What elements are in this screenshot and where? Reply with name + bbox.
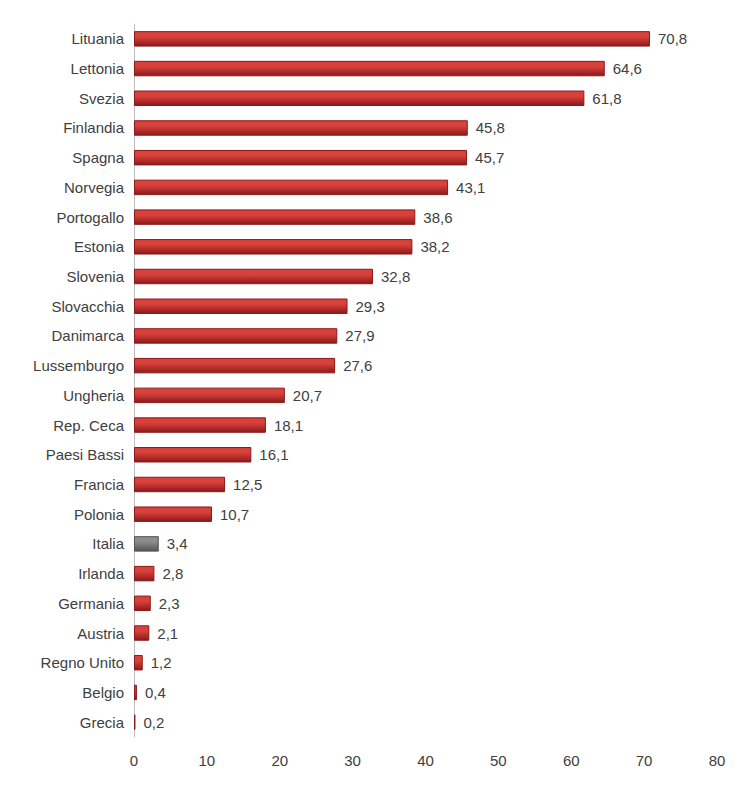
svg-text:2,1: 2,1 <box>157 625 178 642</box>
svg-text:38,2: 38,2 <box>420 238 449 255</box>
svg-text:Svezia: Svezia <box>79 90 125 107</box>
svg-text:32,8: 32,8 <box>381 268 410 285</box>
svg-text:20: 20 <box>271 752 288 769</box>
svg-text:16,1: 16,1 <box>259 446 288 463</box>
svg-text:Irlanda: Irlanda <box>78 565 125 582</box>
svg-text:Italia: Italia <box>92 535 124 552</box>
svg-text:27,9: 27,9 <box>345 327 374 344</box>
svg-text:Slovenia: Slovenia <box>66 268 124 285</box>
svg-text:Lettonia: Lettonia <box>71 60 125 77</box>
svg-text:1,2: 1,2 <box>151 654 172 671</box>
svg-text:20,7: 20,7 <box>293 387 322 404</box>
svg-text:Polonia: Polonia <box>74 506 125 523</box>
svg-text:40: 40 <box>417 752 434 769</box>
svg-text:70,8: 70,8 <box>658 30 687 47</box>
svg-text:Germania: Germania <box>58 595 125 612</box>
svg-text:10: 10 <box>199 752 216 769</box>
svg-text:Lituania: Lituania <box>71 30 124 47</box>
svg-text:60: 60 <box>563 752 580 769</box>
svg-text:Slovacchia: Slovacchia <box>51 298 124 315</box>
svg-text:50: 50 <box>490 752 507 769</box>
svg-text:12,5: 12,5 <box>233 476 262 493</box>
svg-text:45,7: 45,7 <box>475 149 504 166</box>
svg-text:Danimarca: Danimarca <box>51 327 124 344</box>
svg-text:Francia: Francia <box>74 476 125 493</box>
svg-text:Rep. Ceca: Rep. Ceca <box>53 417 125 434</box>
svg-text:Ungheria: Ungheria <box>63 387 125 404</box>
svg-text:Portogallo: Portogallo <box>56 209 124 226</box>
svg-text:61,8: 61,8 <box>592 90 621 107</box>
svg-text:Spagna: Spagna <box>72 149 124 166</box>
svg-text:0: 0 <box>130 752 138 769</box>
svg-text:0,2: 0,2 <box>143 714 164 731</box>
svg-text:64,6: 64,6 <box>613 60 642 77</box>
svg-text:43,1: 43,1 <box>456 179 485 196</box>
svg-text:10,7: 10,7 <box>220 506 249 523</box>
svg-text:38,6: 38,6 <box>423 209 452 226</box>
svg-text:Regno Unito: Regno Unito <box>41 654 124 671</box>
svg-text:18,1: 18,1 <box>274 417 303 434</box>
svg-text:Norvegia: Norvegia <box>64 179 125 196</box>
svg-text:80: 80 <box>709 752 726 769</box>
svg-text:0,4: 0,4 <box>145 684 166 701</box>
svg-text:Lussemburgo: Lussemburgo <box>33 357 124 374</box>
svg-text:Belgio: Belgio <box>82 684 124 701</box>
svg-text:Austria: Austria <box>77 625 124 642</box>
svg-text:Estonia: Estonia <box>74 238 125 255</box>
svg-text:Paesi Bassi: Paesi Bassi <box>46 446 124 463</box>
svg-text:3,4: 3,4 <box>167 535 188 552</box>
svg-text:27,6: 27,6 <box>343 357 372 374</box>
svg-text:45,8: 45,8 <box>476 119 505 136</box>
svg-text:Grecia: Grecia <box>80 714 125 731</box>
svg-text:Finlandia: Finlandia <box>63 119 125 136</box>
svg-text:70: 70 <box>636 752 653 769</box>
svg-text:2,3: 2,3 <box>159 595 180 612</box>
svg-text:30: 30 <box>344 752 361 769</box>
svg-text:29,3: 29,3 <box>356 298 385 315</box>
svg-text:2,8: 2,8 <box>162 565 183 582</box>
